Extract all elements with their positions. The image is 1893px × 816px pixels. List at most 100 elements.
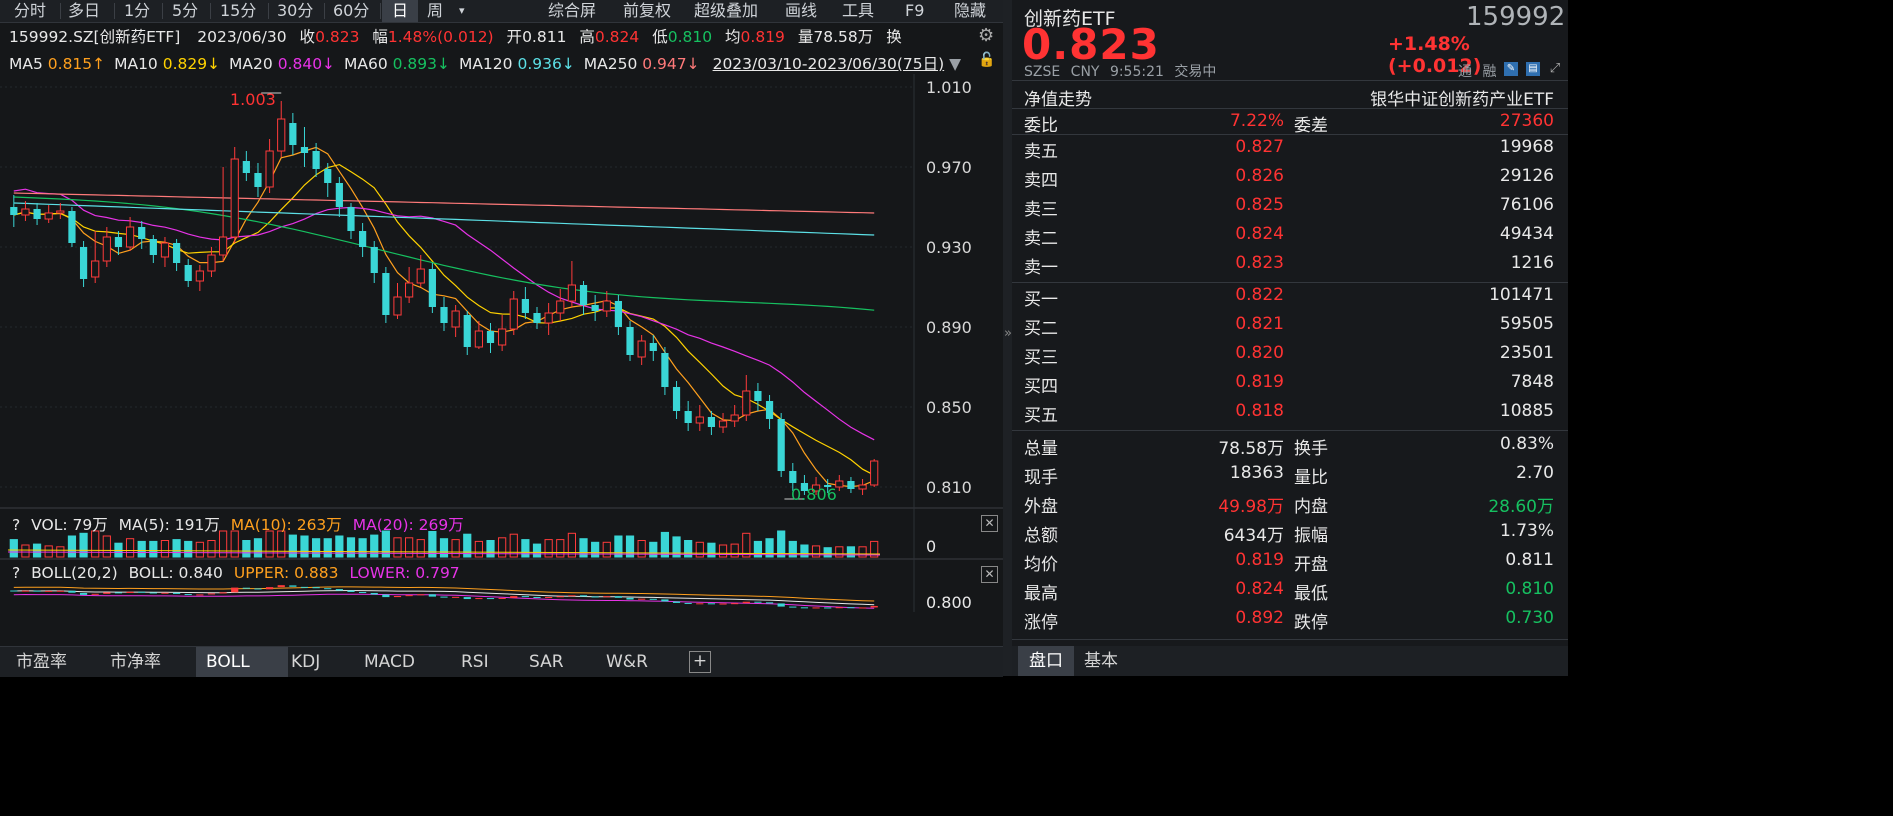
bid-row[interactable]: 买二 0.821 59505	[1012, 311, 1568, 340]
volume-bar	[370, 534, 379, 558]
ask-volume: 49434	[1499, 224, 1554, 244]
period-tab-week[interactable]: 周	[427, 1, 444, 20]
panel-divider[interactable]: »	[1003, 0, 1012, 676]
volume-bar	[91, 530, 100, 558]
candle-body	[254, 173, 262, 187]
candle-body	[172, 243, 181, 263]
candle-body	[207, 254, 216, 272]
period-tab-minute[interactable]: 分时	[14, 1, 47, 20]
boll-close-icon[interactable]: ✕	[981, 566, 998, 583]
volume-bar	[428, 531, 437, 558]
boll-candle	[56, 590, 64, 592]
tab-rsi[interactable]: RSI	[461, 652, 489, 672]
boll-candle	[591, 596, 599, 598]
tool-adjust-button[interactable]: 前复权	[623, 1, 672, 20]
period-tab-30min[interactable]: 30分	[277, 1, 314, 20]
bid-price: 0.819	[1235, 372, 1284, 392]
tool-hide-button[interactable]: 隐藏	[954, 1, 987, 20]
exchange: SZSE	[1024, 64, 1061, 80]
bid-price: 0.821	[1235, 314, 1284, 334]
vol-close-icon[interactable]: ✕	[981, 515, 998, 532]
tab-basic[interactable]: 基本	[1084, 651, 1118, 671]
tab-wr[interactable]: W&R	[606, 652, 648, 672]
period-tab-multiday[interactable]: 多日	[68, 1, 101, 20]
period-tab-5min[interactable]: 5分	[172, 1, 199, 20]
boll-candle	[207, 593, 216, 595]
tab-sar[interactable]: SAR	[529, 652, 564, 672]
boll-help-icon[interactable]: ?	[12, 564, 21, 582]
expand-icon[interactable]: ⤢	[1549, 61, 1561, 76]
bid-row[interactable]: 买四 0.819 7848	[1012, 369, 1568, 398]
period-tab-1min[interactable]: 1分	[124, 1, 151, 20]
tool-overview-button[interactable]: 综合屏	[548, 1, 597, 20]
add-tab-button[interactable]: +	[689, 651, 711, 673]
tool-overlay-button[interactable]: 超级叠加	[694, 1, 759, 20]
ask-row[interactable]: 卖五 0.827 19968	[1012, 134, 1568, 163]
period-tab-60min[interactable]: 60分	[333, 1, 370, 20]
tool-f9-button[interactable]: F9	[905, 1, 925, 20]
candle-body	[265, 150, 274, 188]
switch-button[interactable]: 换	[886, 28, 902, 46]
volume-bar	[253, 538, 263, 558]
tab-macd[interactable]: MACD	[364, 652, 415, 672]
volume-bar	[67, 535, 77, 558]
tag-tong: 通	[1458, 64, 1472, 80]
period-tab-15min[interactable]: 15分	[220, 1, 257, 20]
stat-value: 0.819	[1235, 550, 1284, 570]
tool-draw-button[interactable]: 画线	[785, 1, 818, 20]
bid-row[interactable]: 买三 0.820 23501	[1012, 340, 1568, 369]
volume-bar	[79, 532, 88, 558]
candle-body	[230, 158, 239, 238]
tab-orderbook[interactable]: 盘口	[1018, 646, 1074, 676]
tab-pe[interactable]: 市盈率	[16, 652, 67, 672]
bid-row[interactable]: 买一 0.822 101471	[1012, 282, 1568, 311]
quote-panel	[1012, 0, 1568, 676]
tab-boll[interactable]: BOLL	[196, 647, 288, 677]
boll-mid-line	[13, 589, 875, 606]
lock-icon[interactable]: 🔓	[978, 52, 996, 68]
volume-bar	[800, 544, 809, 558]
boll-candle	[103, 592, 111, 594]
tab-pb[interactable]: 市净率	[110, 652, 161, 672]
trade-status: 交易中	[1174, 64, 1217, 80]
volume-bar	[346, 537, 356, 558]
volume-bar	[463, 533, 472, 558]
ma5-value: 0.815↑	[47, 55, 106, 73]
ask-row[interactable]: 卖一 0.823 1216	[1012, 250, 1568, 279]
ask-row[interactable]: 卖二 0.824 49434	[1012, 221, 1568, 250]
boll-candle	[393, 596, 402, 598]
candle-body	[160, 242, 170, 258]
amp-label: 幅	[372, 28, 388, 46]
volume-bar	[858, 546, 867, 558]
period-dropdown-icon[interactable]: ▾	[459, 4, 465, 17]
volume-bar	[416, 539, 425, 558]
candle-body	[591, 305, 599, 311]
ma250-label: MA250	[583, 55, 638, 73]
ask-row[interactable]: 卖四 0.826 29126	[1012, 163, 1568, 192]
volume-bar	[649, 541, 658, 558]
ask-row[interactable]: 卖三 0.825 76106	[1012, 192, 1568, 221]
date-range-selector[interactable]: 2023/03/10-2023/06/30(75日)	[712, 55, 945, 73]
edit-icon[interactable]: ✎	[1504, 62, 1518, 76]
candle-body	[440, 307, 448, 323]
volume-bar	[532, 543, 542, 558]
volume-bar	[765, 538, 774, 558]
vol-help-icon[interactable]: ?	[12, 516, 21, 534]
boll-candle	[265, 587, 274, 590]
volume-bar	[195, 541, 204, 558]
range-dropdown-icon[interactable]: ▼	[949, 55, 962, 73]
period-tab-day[interactable]: 日	[382, 0, 418, 22]
boll-candle	[242, 587, 250, 589]
boll-candle	[126, 591, 134, 593]
bid-row[interactable]: 买五 0.818 10885	[1012, 398, 1568, 427]
candle-body	[649, 343, 657, 351]
chart-icon[interactable]: ▤	[1526, 62, 1540, 76]
candle-body	[149, 239, 157, 255]
nav-label[interactable]: 净值走势	[1024, 90, 1092, 110]
collapse-arrow-icon[interactable]: »	[1004, 326, 1012, 341]
tab-kdj[interactable]: KDJ	[291, 652, 321, 672]
tool-tools-button[interactable]: 工具	[842, 1, 875, 20]
settings-gear-icon[interactable]: ⚙	[978, 25, 995, 46]
nav-row[interactable]: 净值走势 银华中证创新药产业ETF	[1012, 82, 1568, 111]
